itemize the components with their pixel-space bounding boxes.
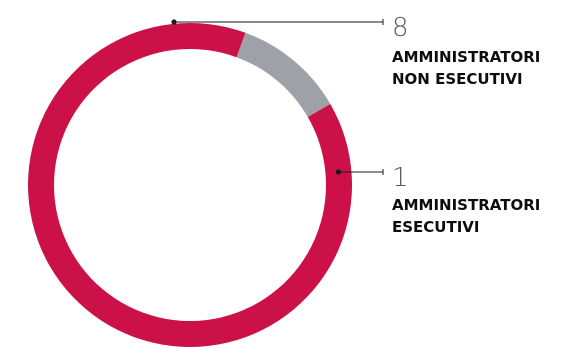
category-label-line: AMMINISTRATORI [392, 196, 540, 214]
donut-slices [27, 22, 353, 347]
value-label-esecutivi: 1 [392, 163, 409, 193]
category-label-non-esecutivi: AMMINISTRATORI NON ESECUTIVI [392, 48, 540, 88]
category-label-line: ESECUTIVI [392, 218, 480, 236]
category-label-esecutivi: AMMINISTRATORI ESECUTIVI [392, 196, 540, 236]
category-label-line: NON ESECUTIVI [392, 70, 523, 88]
value-label-non-esecutivi: 8 [392, 13, 409, 43]
category-label-line: AMMINISTRATORI [392, 48, 540, 66]
slice-esecutivi [236, 32, 331, 118]
